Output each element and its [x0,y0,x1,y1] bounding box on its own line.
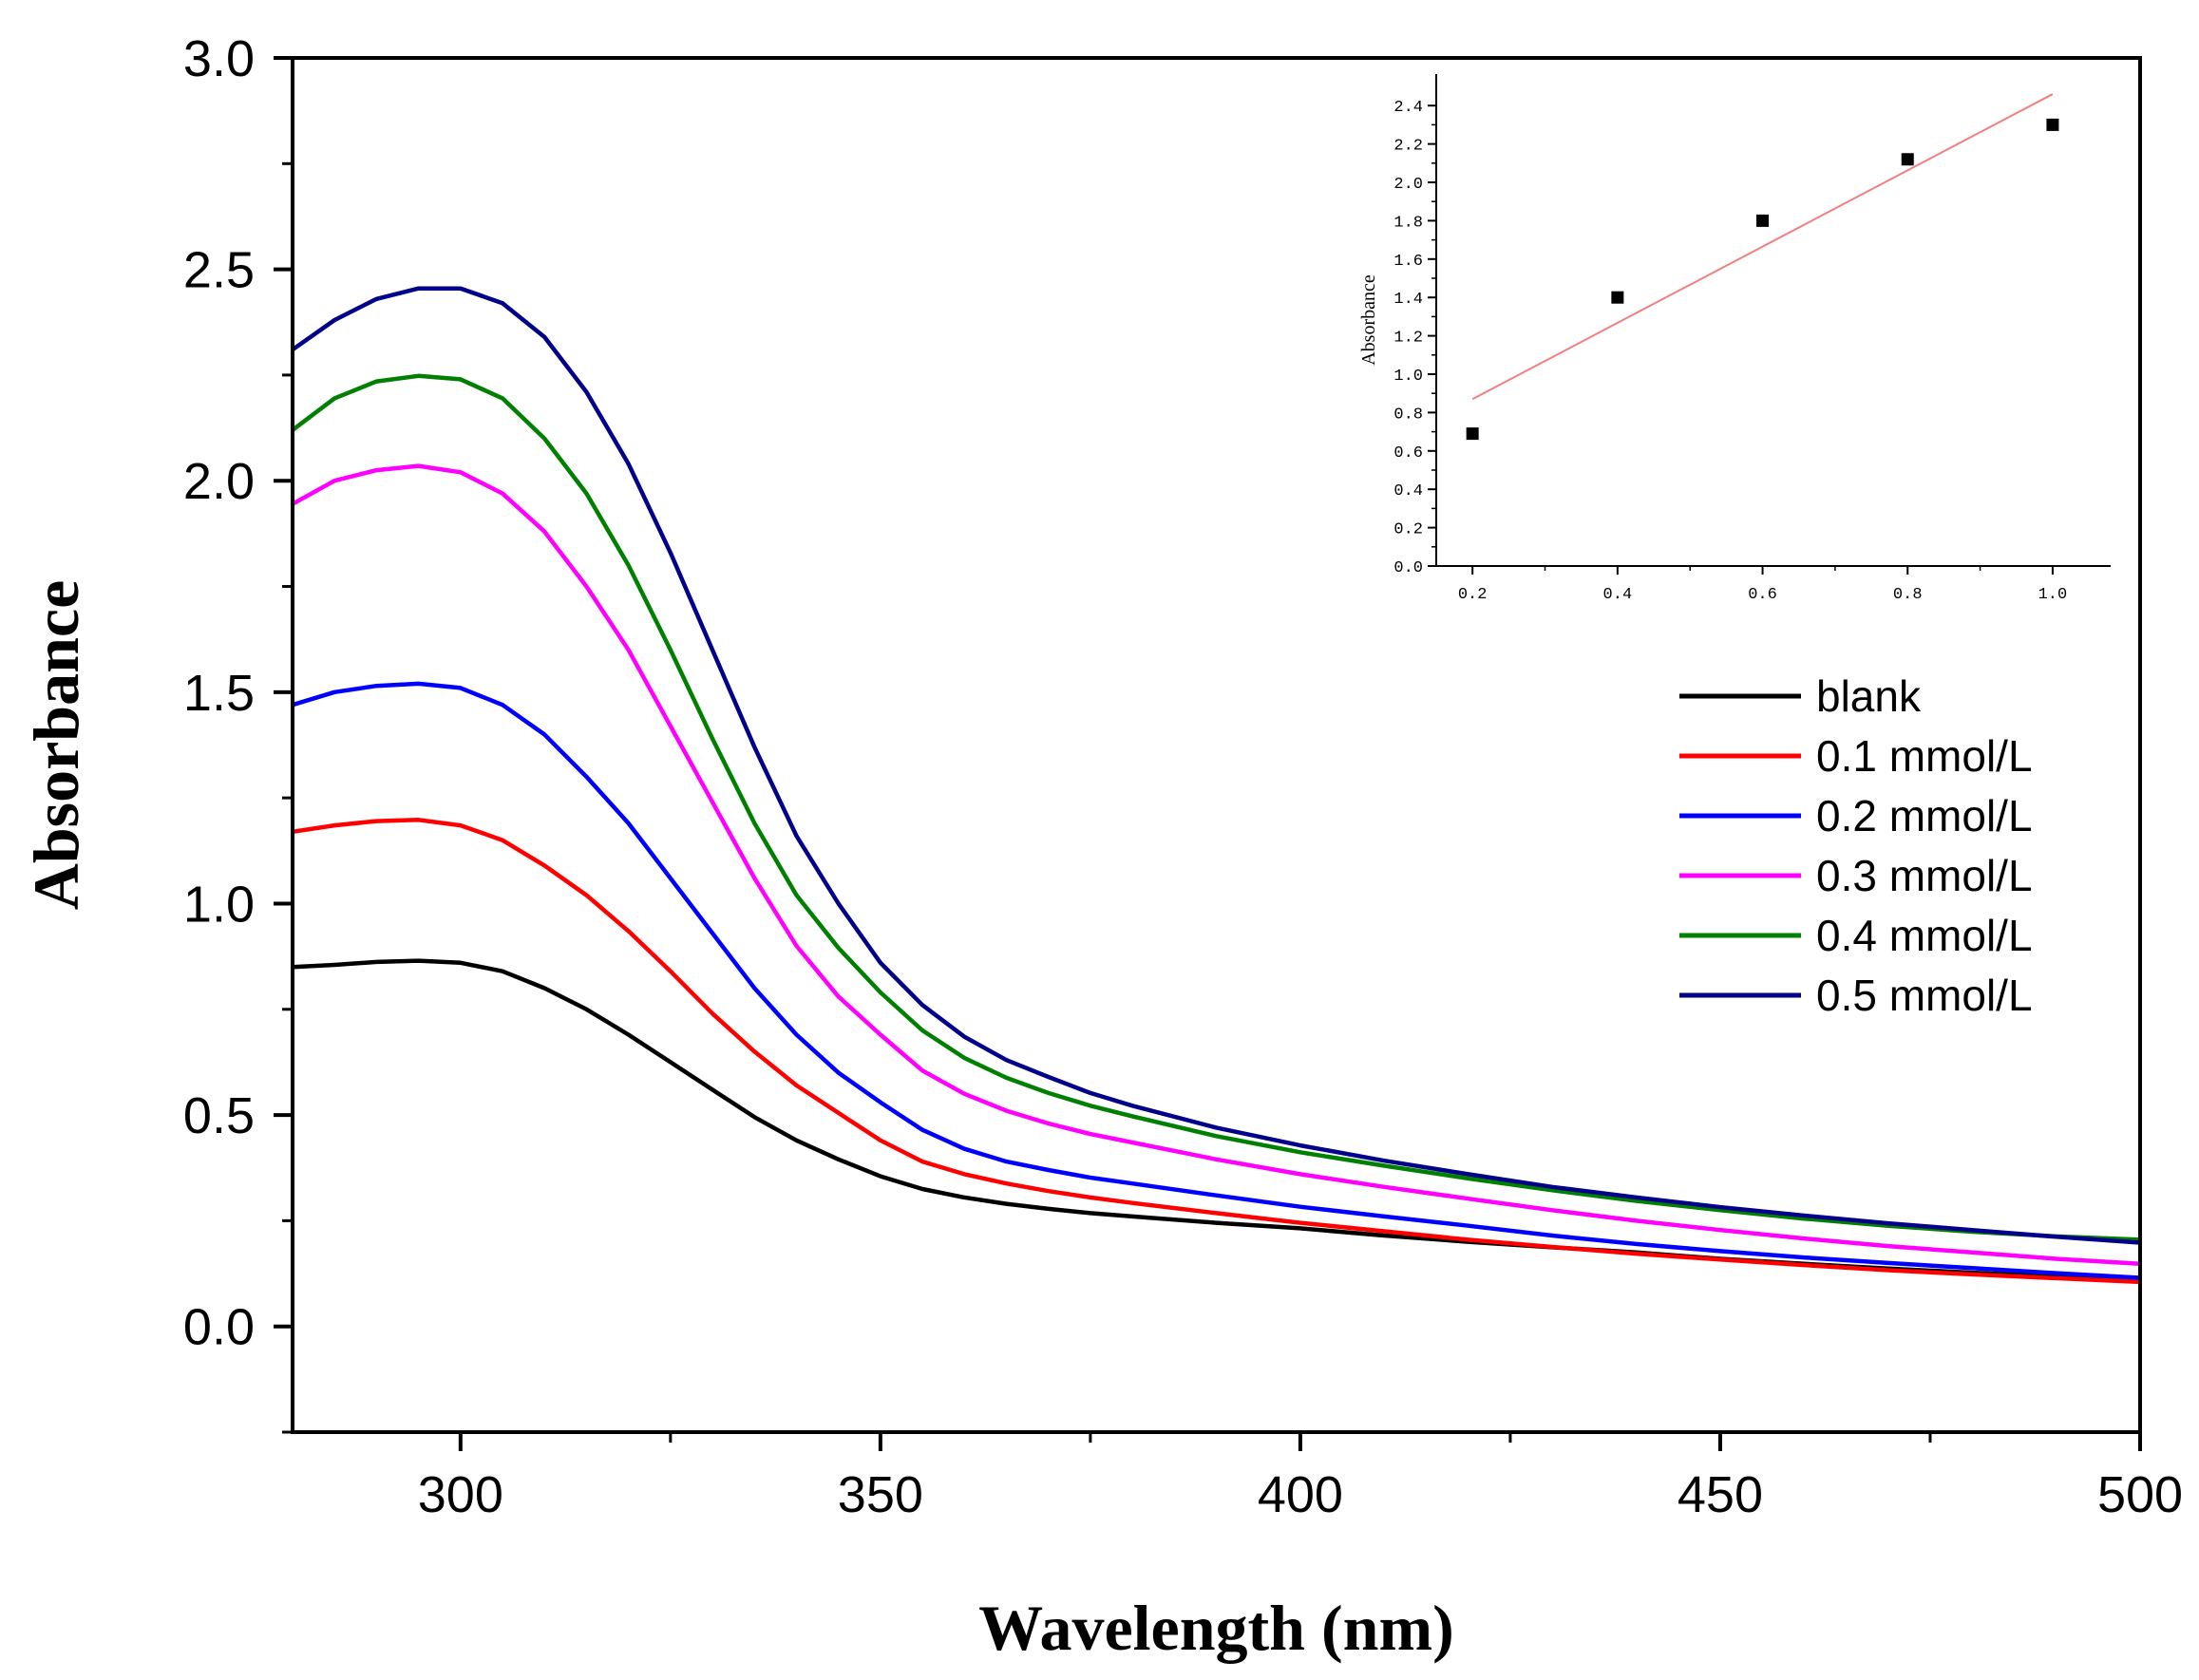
inset-data-point-0 [1466,427,1479,441]
inset-data-point-1 [1611,291,1624,304]
inset-x-tick-label: 1.0 [2038,586,2068,604]
inset-y-axis-title: Absorbance [1358,274,1379,366]
x-tick-label: 500 [2097,1466,2183,1523]
legend-label-1: 0.1 mmol/L [1816,731,2033,781]
series-line-2 [292,681,2141,1280]
legend-label-4: 0.4 mmol/L [1816,911,2033,960]
inset-y-tick-label: 1.0 [1393,368,1423,386]
legend-label-0: blank [1816,671,1922,721]
x-tick-label: 350 [838,1466,923,1523]
series-line-1 [292,818,2141,1285]
y-tick-label: 2.0 [183,453,255,510]
inset-y-tick-label: 2.4 [1393,99,1423,117]
inset-y-tick-label: 0.4 [1393,482,1423,500]
inset-x-tick-label: 0.4 [1603,586,1633,604]
legend-label-5: 0.5 mmol/L [1816,971,2033,1020]
y-tick-label: 0.5 [183,1087,255,1144]
inset-x-tick-label: 0.8 [1893,586,1923,604]
y-tick-label: 1.5 [183,665,255,722]
inset-y-tick-label: 1.4 [1393,291,1423,309]
x-axis-title: Wavelength (nm) [978,1592,1454,1664]
inset-fit-line [1471,93,2054,401]
y-tick-label: 0.0 [183,1299,255,1356]
inset-plot: 0.0 0.2 0.4 0.6 0.8 1.0 1.2 1.4 1.6 1.8 2.0 2.2 2.4 0… [1358,74,2111,604]
series-line-3 [291,463,2141,1267]
series-line-5 [291,286,2141,1245]
inset-y-tick-label: 2.0 [1393,176,1423,194]
y-tick-label: 2.5 [183,242,255,299]
inset-y-tick-label: 0.2 [1393,521,1423,539]
legend: blank 0.1 mmol/L 0.2 mmol/L 0.3 mmol/L 0.4 m… [1679,671,2033,1020]
legend-label-3: 0.3 mmol/L [1816,851,2033,900]
inset-y-tick-label: 0.8 [1393,406,1423,424]
inset-y-tick-label: 2.2 [1393,138,1423,156]
y-axis-title: Absorbance [20,580,92,911]
series-line-4 [291,373,2141,1242]
inset-y-tick-label: 1.2 [1393,330,1423,348]
x-tick-label: 450 [1678,1466,1763,1523]
x-tick-label: 300 [418,1466,503,1523]
y-tick-label: 1.0 [183,876,255,933]
inset-data-point-4 [2046,118,2059,131]
x-tick-label: 400 [1258,1466,1343,1523]
inset-data-point-2 [1756,214,1770,227]
plot-frame [291,56,2142,1434]
inset-x-tick-label: 0.6 [1748,586,1777,604]
main-plot: 300 350 400 450 500 0.0 0.5 1.0 1.5 2.0 2.5 3.0 Wave… [20,30,2183,1664]
inset-y-tick-label: 1.8 [1393,214,1423,232]
legend-label-2: 0.2 mmol/L [1816,791,2033,840]
inset-y-tick-label: 0.6 [1393,444,1423,462]
inset-y-tick-label: 1.6 [1393,253,1423,271]
inset-x-tick-label: 0.2 [1458,586,1488,604]
inset-data-point-3 [1901,153,1914,166]
inset-y-tick-label: 0.0 [1393,559,1423,577]
y-tick-label: 3.0 [183,30,255,87]
